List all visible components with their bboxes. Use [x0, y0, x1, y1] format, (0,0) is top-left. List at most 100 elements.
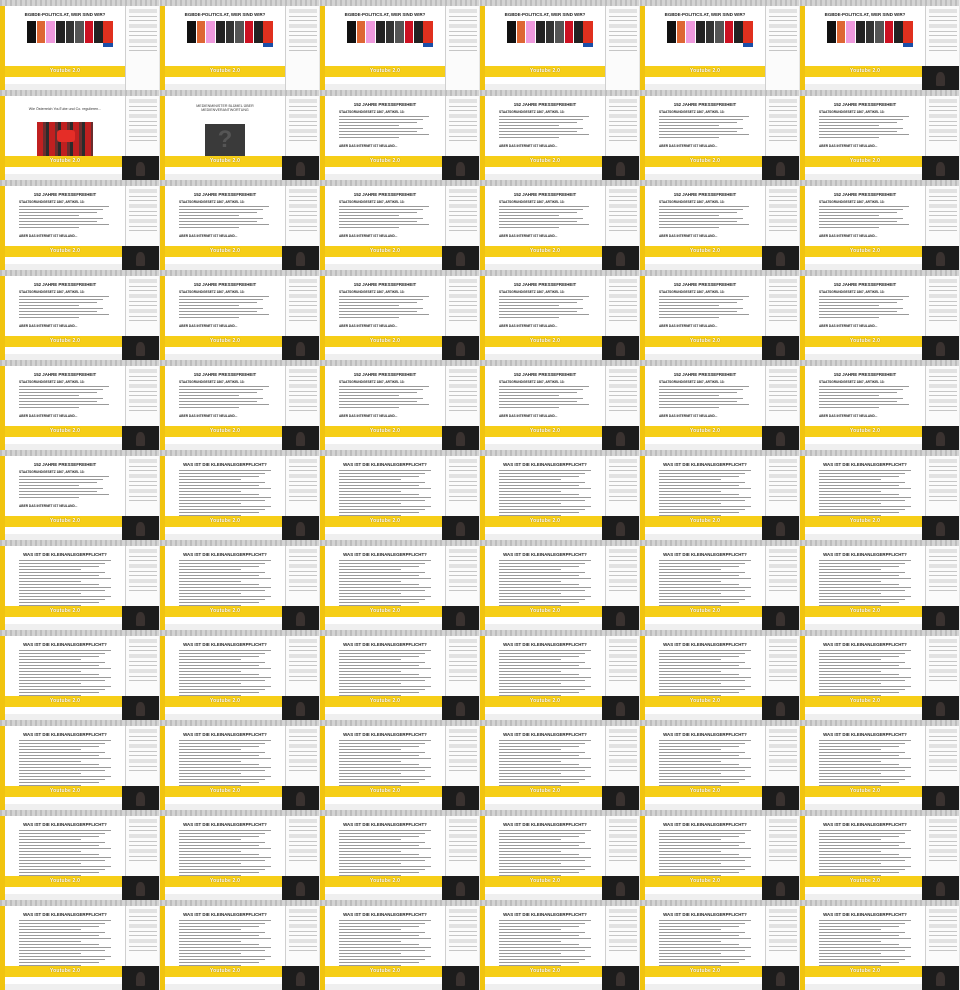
panel-thumb [609, 279, 637, 283]
panel-line [929, 46, 957, 47]
panel-line [609, 391, 637, 392]
slide-title: 152 JAHRE PRESSEFREIHEIT [673, 282, 737, 287]
text-line [659, 473, 745, 474]
text-line [179, 863, 241, 864]
panel-line [129, 140, 157, 141]
panel-line [929, 770, 957, 771]
text-line [819, 605, 881, 606]
text-line [19, 944, 99, 945]
panel-line [769, 196, 797, 197]
bullet-heading: STAATSGRUNDGESETZ 1867, ARTIKEL 13: [659, 380, 725, 384]
text-line [659, 950, 745, 951]
banner-text: Youtube 2.0 [369, 968, 401, 974]
panel-line [769, 46, 797, 47]
text-line [179, 869, 265, 870]
panel-line [609, 305, 637, 306]
text-line [819, 920, 911, 921]
video-frame-61: WAS IST DIE KLEINANLEGERPFLICHT? Youtube… [0, 900, 160, 990]
panel-line [129, 121, 157, 122]
panel-thumb [929, 549, 957, 553]
status-strip [645, 354, 765, 360]
text-line [659, 122, 737, 123]
bullet-heading: STAATSGRUNDGESETZ 1867, ARTIKEL 13: [499, 110, 565, 114]
panel-line [929, 920, 957, 921]
webcam-overlay [922, 246, 959, 270]
panel-line [929, 121, 957, 122]
app-toolbar [640, 360, 799, 366]
text-line [659, 479, 721, 480]
text-line [19, 869, 105, 870]
panel-thumb [769, 204, 797, 208]
text-line [659, 860, 745, 861]
panel-thumb [769, 819, 797, 823]
panel-line [289, 226, 317, 227]
panel-thumb [609, 294, 637, 298]
panel-line [929, 466, 957, 467]
text-line [819, 743, 905, 744]
text-line [659, 125, 719, 126]
panel-line [929, 751, 957, 752]
panel-thumb [129, 309, 157, 313]
text-line [659, 677, 751, 678]
panel-line [609, 680, 637, 681]
text-line [819, 134, 909, 135]
panel-thumb [609, 99, 637, 103]
text-line [499, 212, 577, 213]
text-line [19, 845, 99, 846]
panel-line [609, 560, 637, 561]
app-toolbar [320, 270, 479, 276]
text-line [819, 848, 911, 849]
text-line [659, 221, 737, 222]
slide-title: WAS IST DIE KLEINANLEGERPFLICHT? [23, 552, 107, 557]
text-line [659, 491, 721, 492]
app-toolbar [0, 180, 159, 186]
text-line [659, 770, 745, 771]
panel-thumb [769, 939, 797, 943]
text-line [339, 398, 423, 399]
bottom-banner: Youtube 2.0 [5, 876, 125, 887]
app-toolbar [480, 900, 639, 906]
right-side-panel [765, 6, 799, 90]
bullet-heading: ABER DAS INTERNET IST NEULAND... [339, 234, 398, 238]
status-strip [5, 714, 125, 720]
text-line [339, 386, 429, 387]
panel-line [609, 395, 637, 396]
panel-thumb [289, 549, 317, 553]
webcam-overlay [282, 516, 319, 540]
panel-line [769, 125, 797, 126]
slide-title: 152 JAHRE PRESSEFREIHEIT [513, 282, 577, 287]
status-strip [165, 264, 285, 270]
video-frame-53: WAS IST DIE KLEINANLEGERPFLICHT? Youtube… [640, 720, 800, 810]
text-line [499, 938, 591, 939]
photo-tile [366, 21, 375, 43]
photo-tile [555, 21, 564, 43]
text-line [339, 560, 431, 561]
status-strip [5, 354, 125, 360]
text-line [499, 116, 589, 117]
text-line [339, 215, 399, 216]
text-line [659, 842, 745, 843]
panel-line [449, 200, 477, 201]
text-line [819, 863, 881, 864]
app-toolbar [640, 630, 799, 636]
video-frame-36: WAS IST DIE KLEINANLEGERPFLICHT? Youtube… [800, 450, 960, 540]
left-accent-bar [480, 906, 485, 990]
panel-thumb [289, 939, 317, 943]
slide-title: BGBDE-POLITICS.AT, WER SIND WIR? [344, 12, 426, 17]
text-line [499, 473, 585, 474]
panel-line [929, 841, 957, 842]
bottom-banner: Youtube 2.0 [805, 606, 925, 617]
text-line [499, 581, 561, 582]
panel-thumb [769, 579, 797, 583]
text-line [19, 572, 105, 573]
text-line [179, 497, 271, 498]
text-line [339, 593, 401, 594]
bottom-banner: Youtube 2.0 [645, 426, 765, 437]
slide-title: WAS IST DIE KLEINANLEGERPFLICHT? [503, 822, 587, 827]
panel-line [929, 395, 957, 396]
bullet-heading: STAATSGRUNDGESETZ 1867, ARTIKEL 13: [19, 200, 85, 204]
text-line [499, 833, 585, 834]
panel-line [769, 755, 797, 756]
panel-line [289, 740, 317, 741]
status-strip [805, 714, 925, 720]
